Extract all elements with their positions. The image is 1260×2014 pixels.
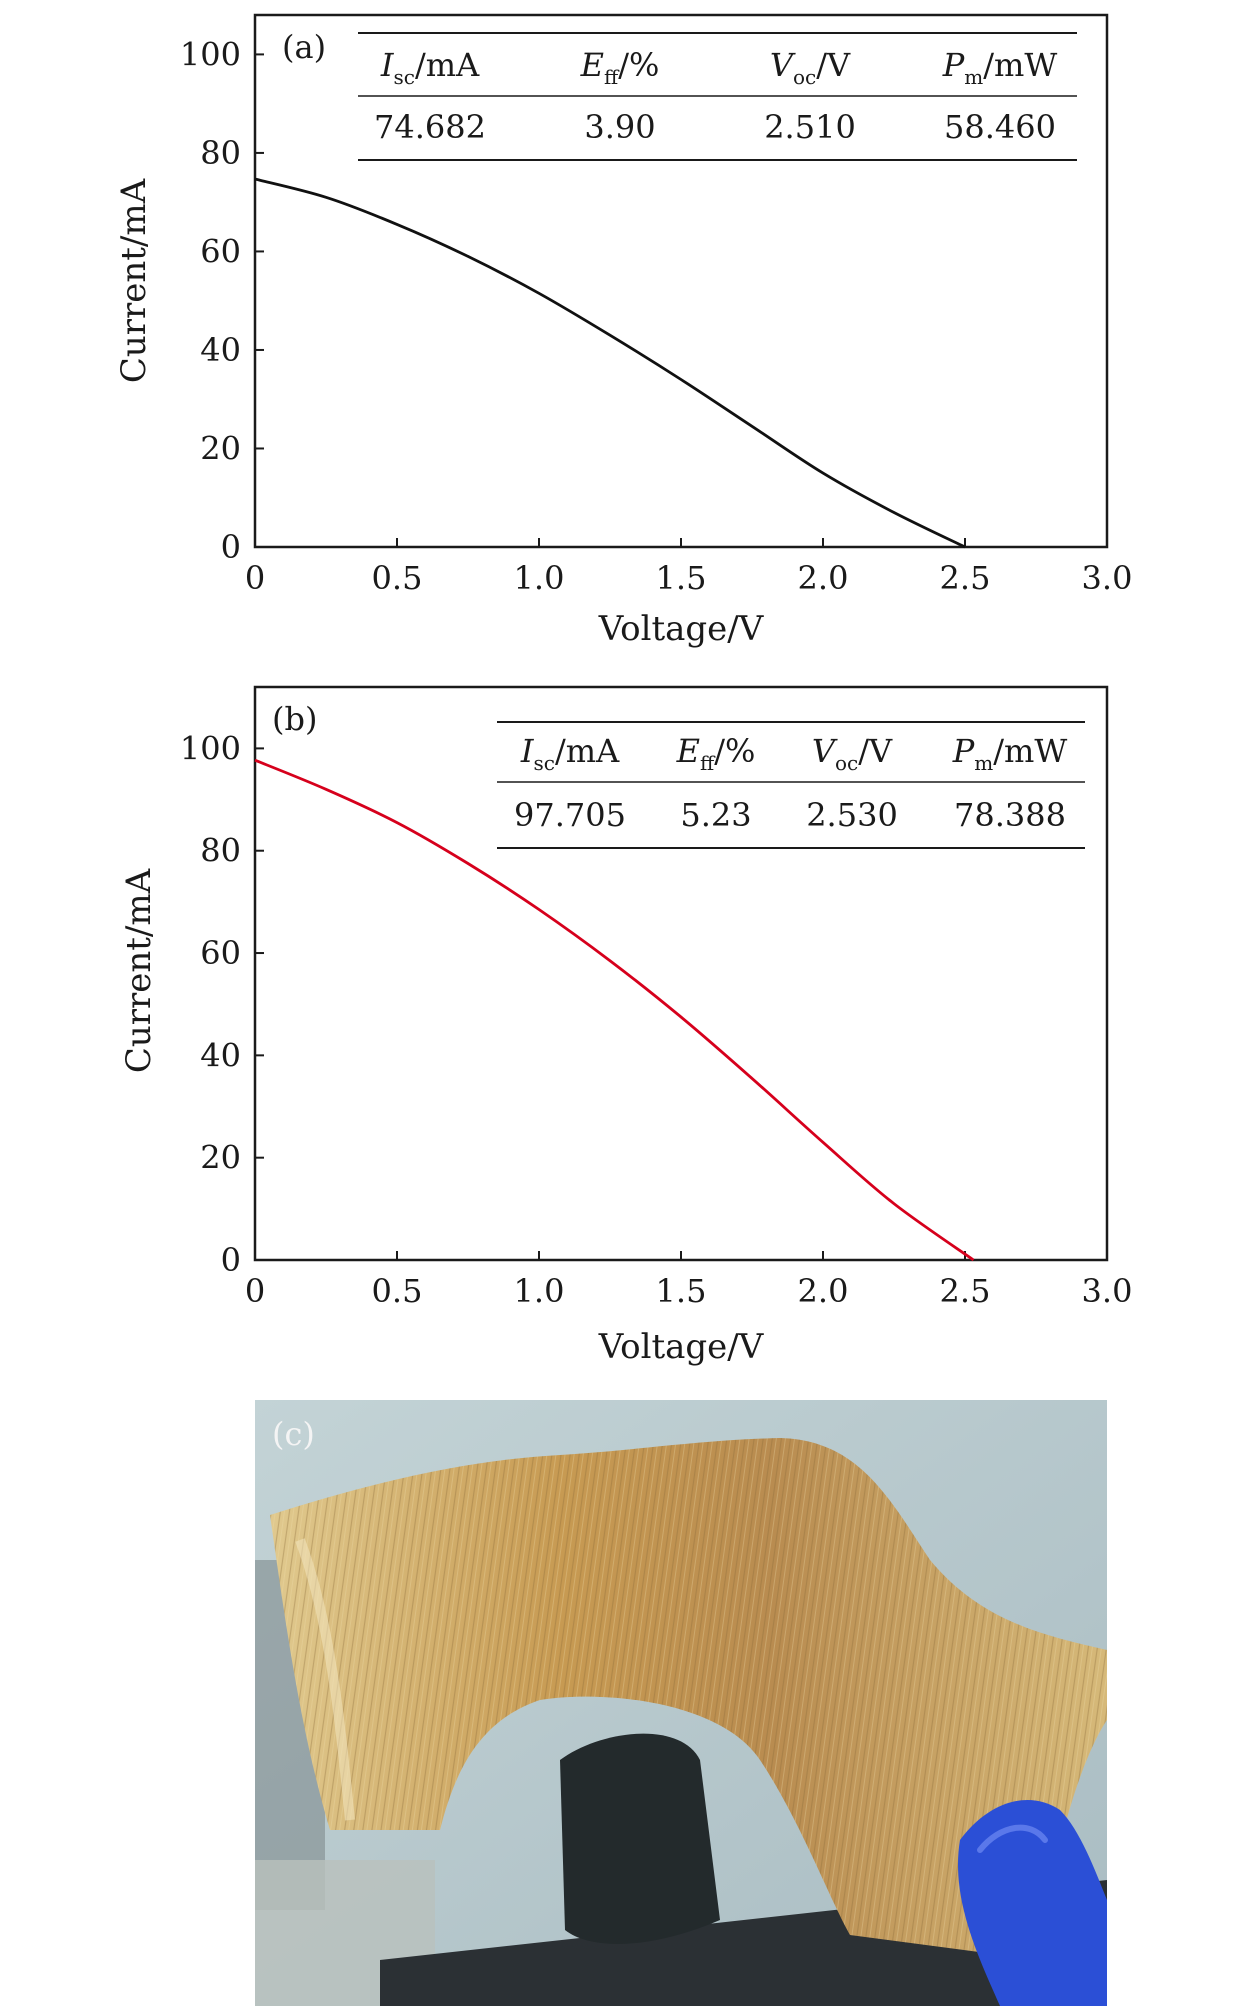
parameter-table: Isc/mA Eff/% Voc/V Pm/mW 97.705 5.23 2.5… <box>497 721 1085 849</box>
x-tick-label: 3.0 <box>1082 1272 1133 1310</box>
table-cell: 3.90 <box>584 108 655 146</box>
panel-label: (b) <box>272 700 317 738</box>
y-tick-label: 80 <box>200 832 241 870</box>
axis-ticks: 0 0.5 1.0 1.5 2.0 2.5 3.0 0 20 40 60 80 100 <box>180 729 1133 1310</box>
y-tick-label: 40 <box>200 1036 241 1074</box>
x-tick-label: 2.0 <box>798 1272 849 1310</box>
flexible-solar-module-photo <box>255 1400 1107 2006</box>
x-axis-label: Voltage/V <box>598 1327 765 1367</box>
x-tick-label: 2.5 <box>940 559 991 597</box>
table-header: Pm/mW <box>952 732 1068 775</box>
x-tick-label: 1.5 <box>656 1272 707 1310</box>
table-cell: 78.388 <box>954 796 1066 834</box>
table-cell: 97.705 <box>514 796 626 834</box>
table-header: Pm/mW <box>942 46 1058 89</box>
x-tick-label: 0 <box>245 559 265 597</box>
iv-curve <box>254 758 975 1262</box>
x-tick-label: 2.5 <box>940 1272 991 1310</box>
table-cell: 74.682 <box>374 108 486 146</box>
table-header: Isc/mA <box>380 46 480 89</box>
y-tick-label: 80 <box>200 134 241 172</box>
plot-frame <box>253 13 1109 549</box>
photo-panel-c: (c) <box>255 1400 1107 2006</box>
x-tick-label: 2.0 <box>798 559 849 597</box>
panel-label: (c) <box>272 1415 315 1453</box>
y-tick-label: 40 <box>200 331 241 369</box>
table-header: Voc/V <box>812 732 893 775</box>
y-tick-label: 100 <box>180 729 241 767</box>
table-header: Eff/% <box>580 46 660 89</box>
x-tick-label: 1.0 <box>514 1272 565 1310</box>
x-axis-label: Voltage/V <box>598 609 765 649</box>
y-tick-label: 60 <box>200 232 241 270</box>
x-tick-label: 0 <box>245 1272 265 1310</box>
table-header: Isc/mA <box>520 732 620 775</box>
table-header: Voc/V <box>770 46 851 89</box>
table-cell: 5.23 <box>680 796 751 834</box>
y-tick-label: 20 <box>200 1139 241 1177</box>
table-cell: 2.530 <box>806 796 898 834</box>
table-cell: 58.460 <box>944 108 1056 146</box>
axis-ticks: 0 0.5 1.0 1.5 2.0 2.5 3.0 0 20 40 60 80 100 <box>180 35 1133 597</box>
iv-curve <box>254 177 966 549</box>
x-tick-label: 0.5 <box>372 1272 423 1310</box>
y-axis-label: Current/mA <box>114 178 154 383</box>
y-axis-label: Current/mA <box>119 868 159 1073</box>
y-tick-label: 60 <box>200 934 241 972</box>
chart-panel-b: (b) 0 0.5 1.0 1.5 2.0 2.5 3.0 0 20 40 60 80 100 Volt… <box>119 685 1133 1367</box>
y-tick-label: 0 <box>221 528 241 566</box>
parameter-table: Isc/mA Eff/% Voc/V Pm/mW 74.682 3.90 2.5… <box>358 32 1077 161</box>
y-tick-label: 0 <box>221 1241 241 1279</box>
panel-label: (a) <box>282 28 326 66</box>
x-tick-label: 1.5 <box>656 559 707 597</box>
x-tick-label: 1.0 <box>514 559 565 597</box>
chart-panel-a: (a) 0 0.5 1.0 1.5 2.0 2.5 3.0 0 20 40 60 80 100 Volt… <box>114 13 1133 649</box>
table-header: Eff/% <box>676 732 756 775</box>
y-tick-label: 100 <box>180 35 241 73</box>
x-tick-label: 0.5 <box>372 559 423 597</box>
x-tick-label: 3.0 <box>1082 559 1133 597</box>
y-tick-label: 20 <box>200 429 241 467</box>
table-cell: 2.510 <box>764 108 856 146</box>
